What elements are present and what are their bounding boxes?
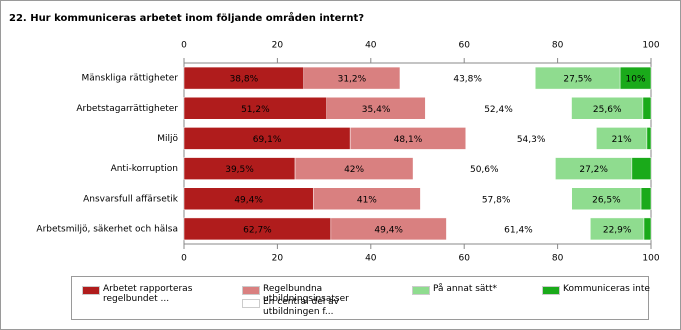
x-tick-label: 100	[642, 254, 659, 264]
plot-area	[183, 62, 652, 245]
bar-segment	[642, 97, 652, 120]
data-label: 26,5%	[592, 195, 621, 205]
data-label: 21%	[612, 135, 632, 145]
data-label: 49,4%	[234, 195, 263, 205]
data-label: 31,2%	[338, 75, 367, 85]
data-label: 39,5%	[225, 165, 254, 175]
legend-item: Kommuniceras inte	[542, 284, 680, 295]
legend-swatch	[242, 299, 260, 308]
legend-swatch	[242, 286, 260, 295]
bar-segment	[640, 187, 652, 210]
legend-swatch	[542, 286, 560, 295]
y-tick-label: Miljö	[157, 134, 178, 144]
data-label: 27,5%	[563, 75, 592, 85]
x-tick-label: 20	[272, 41, 284, 51]
bar-segment	[646, 127, 652, 150]
y-tick-label: Mänskliga rättigheter	[82, 74, 179, 84]
data-label: 25,6%	[593, 105, 622, 115]
y-tick-label: Ansvarsfull affärsetik	[83, 194, 179, 204]
data-label: 10%	[626, 75, 646, 85]
data-label: 35,4%	[362, 105, 391, 115]
data-label: 51,2%	[241, 105, 270, 115]
x-tick-label: 60	[458, 41, 470, 51]
data-label: 49,4%	[374, 225, 403, 235]
legend-label: Regelbundna utbildningsinsatser	[263, 284, 349, 304]
legend-item: Regelbundna utbildningsinsatser	[242, 284, 382, 304]
y-tick-label: Arbetstagarrättigheter	[76, 104, 178, 114]
x-tick-label: 100	[642, 41, 659, 51]
data-label: 22,9%	[603, 225, 632, 235]
data-label: 27,2%	[579, 165, 608, 175]
x-tick-label: 80	[552, 254, 564, 264]
y-tick-label: Arbetsmiljö, säkerhet och hälsa	[36, 224, 178, 234]
data-label: 48,1%	[394, 135, 423, 145]
legend-item: Arbetet rapporteras regelbundet ...	[82, 284, 232, 304]
data-label: 42%	[344, 165, 364, 175]
legend-swatch	[82, 286, 100, 295]
data-label: 50,6%	[470, 165, 499, 175]
legend-swatch	[412, 286, 430, 295]
legend-label: Arbetet rapporteras regelbundet ...	[103, 284, 193, 304]
data-label: 41%	[357, 195, 377, 205]
legend-item: På annat sätt*	[412, 284, 552, 295]
y-tick-label: Anti-korruption	[111, 164, 178, 174]
legend-label: Kommuniceras inte	[563, 284, 650, 294]
data-label: 57,8%	[482, 195, 511, 205]
bar-segment	[619, 66, 652, 90]
x-tick-label: 40	[365, 41, 377, 51]
bar-segment	[643, 217, 652, 241]
data-label: 38,8%	[230, 75, 259, 85]
legend-label: En central del av utbildningen f...	[263, 297, 339, 317]
x-tick-label: 40	[365, 254, 377, 264]
data-label: 54,3%	[517, 135, 546, 145]
x-tick-label: 20	[272, 254, 284, 264]
bar-segment	[631, 157, 652, 180]
legend: Arbetet rapporteras regelbundet ... Regel…	[71, 276, 650, 320]
data-label: 62,7%	[243, 225, 272, 235]
x-tick-label: 0	[181, 41, 187, 51]
legend-label: På annat sätt*	[433, 284, 497, 294]
data-label: 61,4%	[504, 225, 533, 235]
chart-title: 22. Hur kommuniceras arbetet inom följan…	[9, 11, 364, 24]
legend-item: En central del av utbildningen f...	[242, 297, 382, 317]
x-tick-label: 80	[552, 41, 564, 51]
data-label: 52,4%	[484, 105, 513, 115]
x-tick-label: 0	[181, 254, 187, 264]
data-label: 69,1%	[253, 135, 282, 145]
x-tick-label: 60	[458, 254, 470, 264]
data-label: 43,8%	[453, 75, 482, 85]
